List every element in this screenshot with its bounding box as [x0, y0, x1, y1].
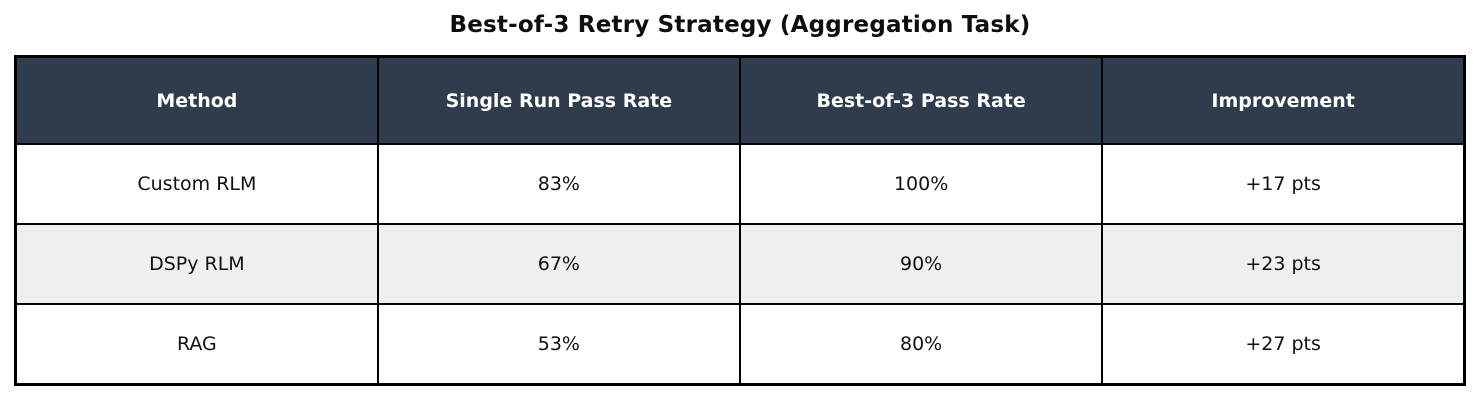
results-table: Method Single Run Pass Rate Best-of-3 Pa…: [14, 55, 1466, 386]
cell-single-run-pass-rate: 53%: [376, 303, 742, 386]
cell-improvement: +23 pts: [1101, 223, 1466, 305]
cell-best-of-3-pass-rate: 100%: [738, 143, 1104, 225]
column-header-method: Method: [14, 55, 379, 145]
cell-single-run-pass-rate: 83%: [376, 143, 742, 225]
cell-improvement: +17 pts: [1101, 143, 1466, 225]
cell-method: RAG: [14, 303, 379, 386]
cell-best-of-3-pass-rate: 80%: [738, 303, 1104, 386]
cell-best-of-3-pass-rate: 90%: [738, 223, 1104, 305]
table-header: Method Single Run Pass Rate Best-of-3 Pa…: [14, 55, 1466, 145]
column-header-best-of-3-pass-rate: Best-of-3 Pass Rate: [738, 55, 1104, 145]
table-body: Custom RLM 83% 100% +17 pts DSPy RLM 67%…: [14, 143, 1466, 386]
table-row-dspy-rlm: DSPy RLM 67% 90% +23 pts: [14, 223, 1466, 305]
chart-title: Best-of-3 Retry Strategy (Aggregation Ta…: [449, 12, 1031, 38]
cell-single-run-pass-rate: 67%: [376, 223, 742, 305]
cell-improvement: +27 pts: [1101, 303, 1466, 386]
cell-method: DSPy RLM: [14, 223, 379, 305]
table-row-custom-rlm: Custom RLM 83% 100% +17 pts: [14, 143, 1466, 225]
cell-method: Custom RLM: [14, 143, 379, 225]
header-row: Method Single Run Pass Rate Best-of-3 Pa…: [14, 55, 1466, 145]
table-row-rag: RAG 53% 80% +27 pts: [14, 303, 1466, 386]
column-header-single-run-pass-rate: Single Run Pass Rate: [376, 55, 742, 145]
column-header-improvement: Improvement: [1101, 55, 1466, 145]
